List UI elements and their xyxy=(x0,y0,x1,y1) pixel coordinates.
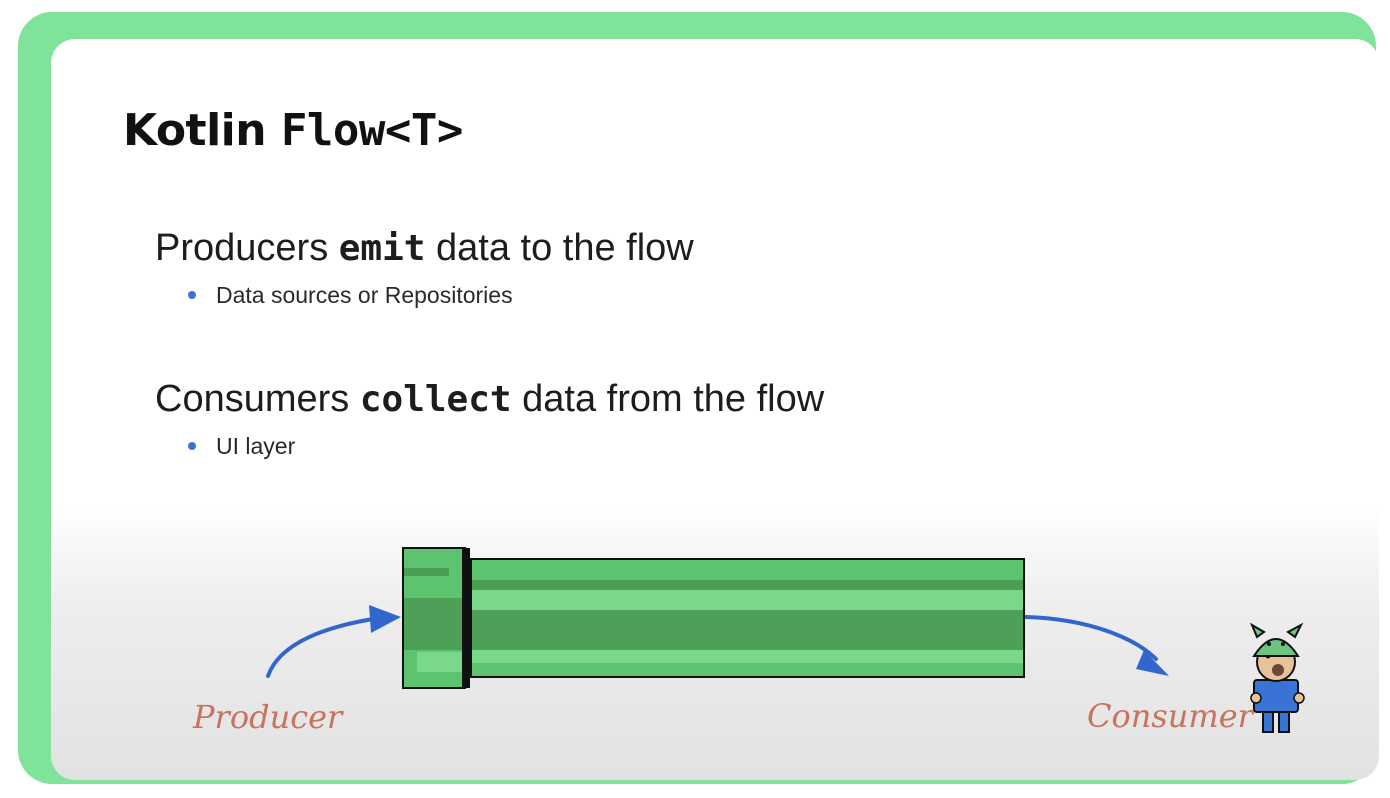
bullet-consumers: UI layer xyxy=(188,433,295,460)
bullet-consumers-text: UI layer xyxy=(216,433,296,459)
bullet-dot-icon xyxy=(188,290,196,299)
title-prefix: Kotlin xyxy=(123,105,281,156)
point-consumers-after: data from the flow xyxy=(511,378,825,420)
point-producers-after: data to the flow xyxy=(425,227,694,269)
point-consumers-before: Consumers xyxy=(155,378,360,420)
flow-diagram: Producer Consumer xyxy=(192,547,1305,736)
producer-arrowhead-icon xyxy=(369,605,401,633)
producer-arrow-icon xyxy=(266,615,388,678)
point-consumers: Consumers collect data from the flow xyxy=(155,378,824,421)
bullet-dot-icon xyxy=(188,441,196,450)
bullet-producers-text: Data sources or Repositories xyxy=(216,282,513,308)
pipe-icon xyxy=(402,547,1025,689)
slide-title: Kotlin Flow<T> xyxy=(123,105,463,156)
point-producers-code: emit xyxy=(338,228,426,269)
point-producers: Producers emit data to the flow xyxy=(155,227,694,270)
consumer-arrow-icon xyxy=(1024,615,1158,661)
slide: Kotlin Flow<T> Producers emit data to th… xyxy=(51,39,1379,780)
consumer-label: Consumer xyxy=(1087,697,1255,735)
point-consumers-code: collect xyxy=(359,379,512,420)
android-mascot-icon xyxy=(1249,622,1305,733)
bullet-producers: Data sources or Repositories xyxy=(188,282,513,309)
slide-frame: Kotlin Flow<T> Producers emit data to th… xyxy=(18,12,1379,784)
point-producers-before: Producers xyxy=(155,227,339,269)
producer-label: Producer xyxy=(192,698,344,736)
consumer-arrowhead-icon xyxy=(1136,650,1169,676)
title-code: Flow<T> xyxy=(280,105,463,156)
